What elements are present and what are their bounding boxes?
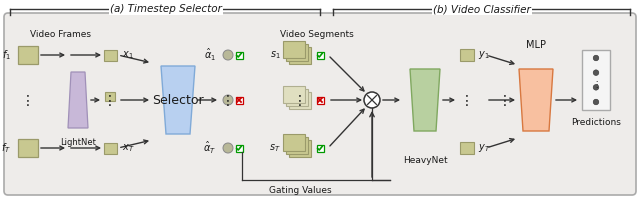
Bar	[104, 49, 117, 60]
Bar	[283, 134, 305, 150]
Text: (b) Video Classifier: (b) Video Classifier	[433, 4, 531, 14]
Bar	[286, 44, 308, 60]
Text: LightNet: LightNet	[60, 138, 96, 147]
Bar	[286, 88, 308, 106]
Bar	[104, 142, 117, 154]
Bar	[582, 50, 610, 110]
Text: $\hat{\alpha}_1$: $\hat{\alpha}_1$	[204, 47, 216, 63]
Text: Video Frames: Video Frames	[30, 30, 91, 39]
Text: MLP: MLP	[526, 40, 546, 50]
Text: $s_T$: $s_T$	[269, 142, 281, 154]
Circle shape	[593, 55, 599, 61]
Text: Video Segments: Video Segments	[280, 30, 354, 39]
Bar	[460, 142, 474, 154]
Text: Predictions: Predictions	[571, 118, 621, 127]
Circle shape	[593, 99, 599, 105]
Text: Selector: Selector	[152, 94, 204, 106]
Bar	[283, 86, 305, 102]
Polygon shape	[161, 66, 195, 134]
Text: $s_1$: $s_1$	[270, 49, 281, 61]
Polygon shape	[68, 72, 88, 128]
Bar	[317, 97, 323, 104]
Bar	[289, 92, 311, 108]
Text: ⋮: ⋮	[21, 95, 35, 108]
Bar	[283, 40, 305, 58]
Text: $x_T$: $x_T$	[122, 142, 134, 154]
Bar	[236, 51, 243, 58]
Text: ⋮: ⋮	[460, 95, 474, 108]
Text: $y_T$: $y_T$	[478, 142, 491, 154]
Bar	[317, 144, 323, 152]
Text: Gating Values: Gating Values	[269, 186, 332, 195]
Bar	[289, 140, 311, 156]
Text: ⋮: ⋮	[498, 95, 512, 108]
Bar	[18, 46, 38, 64]
Bar	[18, 139, 38, 157]
Polygon shape	[410, 69, 440, 131]
Text: ⋮: ⋮	[103, 95, 117, 108]
FancyBboxPatch shape	[4, 13, 636, 195]
Text: ⋮: ⋮	[221, 95, 235, 108]
Bar	[289, 46, 311, 64]
Circle shape	[364, 92, 380, 108]
Polygon shape	[519, 69, 553, 131]
Text: $f_T$: $f_T$	[1, 141, 11, 155]
Circle shape	[223, 50, 233, 60]
Text: $f_1$: $f_1$	[2, 48, 11, 62]
Bar	[105, 92, 115, 101]
Text: $\hat{\alpha}_T$: $\hat{\alpha}_T$	[203, 140, 216, 156]
Bar	[317, 51, 323, 58]
Circle shape	[223, 95, 233, 105]
Text: (a) Timestep Selector: (a) Timestep Selector	[110, 4, 222, 14]
Bar	[236, 144, 243, 152]
Bar	[286, 136, 308, 154]
Circle shape	[593, 85, 599, 90]
Bar	[460, 49, 474, 61]
Text: $x_1$: $x_1$	[122, 49, 134, 61]
Bar	[236, 97, 243, 104]
Text: ⋮: ⋮	[293, 95, 307, 108]
Circle shape	[223, 143, 233, 153]
Text: HeavyNet: HeavyNet	[403, 156, 447, 165]
Circle shape	[593, 70, 599, 75]
Text: $y_1$: $y_1$	[478, 49, 490, 61]
Text: ⋮: ⋮	[592, 79, 600, 88]
